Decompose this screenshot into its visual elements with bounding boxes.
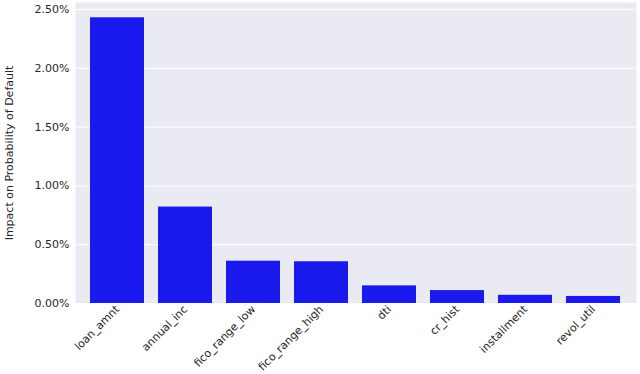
svg-text:revol_util: revol_util <box>553 303 598 348</box>
svg-text:1.50%: 1.50% <box>35 121 70 134</box>
svg-text:1.00%: 1.00% <box>35 179 70 192</box>
svg-text:installment: installment <box>477 302 530 355</box>
svg-text:cr_hist: cr_hist <box>427 302 462 337</box>
svg-text:annual_inc: annual_inc <box>139 303 190 354</box>
svg-text:Impact on Probability of Defau: Impact on Probability of Default <box>3 65 16 240</box>
svg-text:loan_amnt: loan_amnt <box>72 302 123 353</box>
svg-text:fico_range_high: fico_range_high <box>256 303 326 373</box>
svg-text:0.00%: 0.00% <box>35 297 70 310</box>
svg-text:2.00%: 2.00% <box>35 62 70 75</box>
svg-text:2.50%: 2.50% <box>35 3 70 16</box>
svg-text:0.50%: 0.50% <box>35 238 70 251</box>
svg-text:dti: dti <box>375 303 394 322</box>
svg-text:fico_range_low: fico_range_low <box>191 303 258 370</box>
